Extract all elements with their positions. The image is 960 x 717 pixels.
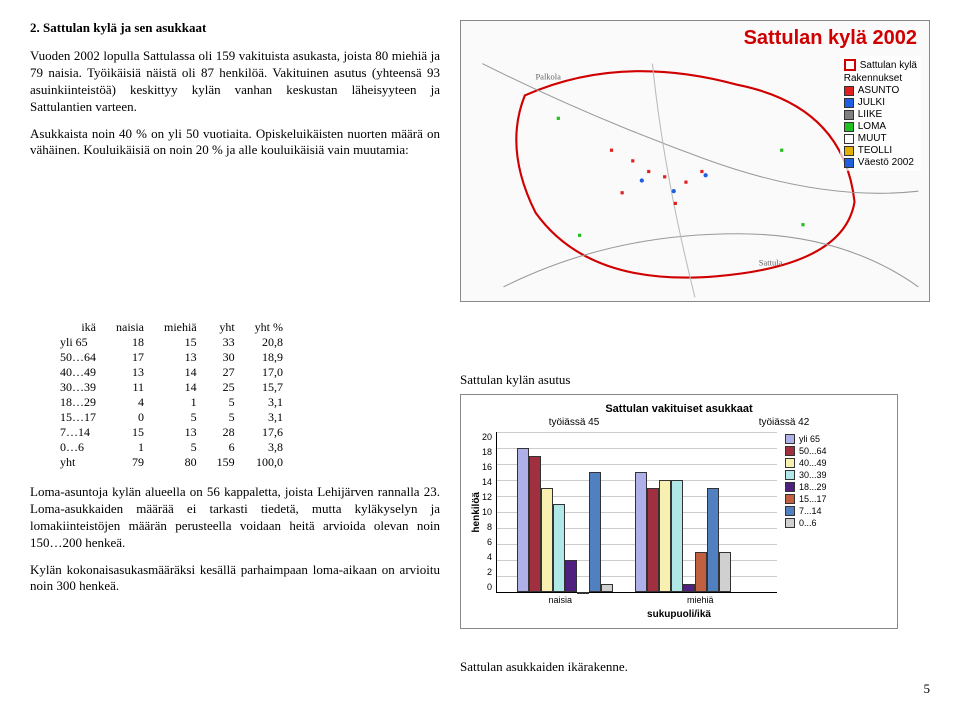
svg-text:Sattula: Sattula (759, 258, 783, 268)
chart-sub-left: työiässä 45 (549, 417, 600, 428)
bar-chart: Sattulan vakituiset asukkaat työiässä 45… (460, 394, 898, 629)
paragraph-4: Kylän kokonaisasukasmääräksi kesällä par… (30, 562, 440, 596)
paragraph-1: Vuoden 2002 lopulla Sattulassa oli 159 v… (30, 48, 440, 116)
chart-legend: yli 6550...6440...4930...3918...2915...1… (785, 432, 827, 593)
chart-ylabel: henkilöä (469, 492, 482, 533)
chart-xlabel: sukupuoli/ikä (469, 609, 889, 620)
paragraph-2: Asukkaista noin 40 % on yli 50 vuotiaita… (30, 126, 440, 160)
page-number: 5 (30, 681, 930, 697)
paragraph-3: Loma-asuntoja kylän alueella on 56 kappa… (30, 484, 440, 552)
svg-text:Palkola: Palkola (535, 72, 561, 82)
map-legend: Sattulan kylä Rakennukset ASUNTOJULKILII… (840, 56, 921, 171)
chart-xaxis: naisiamiehiä (491, 595, 771, 605)
chart-plot (496, 432, 777, 593)
chart-title: Sattulan vakituiset asukkaat (469, 403, 889, 415)
map-legend-title: Rakennukset (844, 73, 917, 84)
bottom-caption: Sattulan asukkaiden ikärakenne. (460, 659, 930, 675)
map-title: Sattulan kylä 2002 (744, 27, 917, 50)
chart-yaxis: 20181614121086420 (482, 432, 496, 592)
section-title: 2. Sattulan kylä ja sen asukkaat (30, 20, 440, 36)
chart-caption: Sattulan kylän asutus (460, 372, 930, 388)
chart-sub-right: työiässä 42 (759, 417, 810, 428)
map-legend-border: Sattulan kylä (860, 60, 917, 71)
map-figure: Palkola Sattula Sattulan kylä 2002 Sattu… (460, 20, 930, 302)
age-table: ikänaisiamiehiäyhtyht % yli 6518153320,8… (50, 320, 293, 470)
